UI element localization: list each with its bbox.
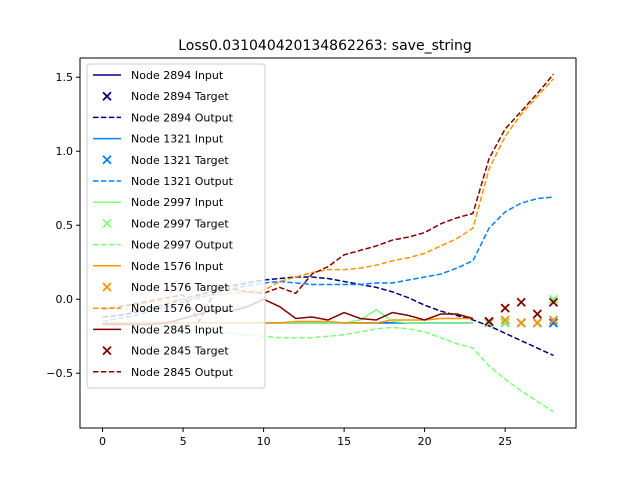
legend-label: Node 1321 Target — [131, 154, 229, 167]
node-2845-target-point — [532, 309, 542, 319]
target-marker-stroke — [500, 303, 510, 313]
x-tick-label: 25 — [498, 435, 512, 448]
target-marker-stroke — [532, 318, 542, 328]
legend-entry: Node 1321 Output — [93, 175, 234, 188]
axes-frame — [79, 57, 577, 429]
legend-label: Node 2845 Output — [131, 366, 234, 379]
target-marker-stroke — [548, 318, 559, 328]
x-tick-label: 15 — [337, 435, 351, 448]
legend-entry: Node 1576 Output — [93, 302, 234, 315]
target-marker-stroke — [102, 345, 112, 356]
legend-label: Node 1576 Input — [131, 260, 224, 273]
x-tick-label: 10 — [257, 435, 271, 448]
legend-entry: Node 2845 Output — [93, 366, 234, 379]
legend-entry: Node 2997 Input — [93, 196, 224, 209]
legend-label: Node 2997 Target — [131, 217, 229, 230]
node-1576-target-point — [500, 315, 510, 325]
target-marker-stroke — [102, 282, 112, 292]
legend-marker-cross — [102, 282, 112, 292]
legend-label: Node 1576 Target — [131, 281, 229, 294]
legend-entry: Node 2894 Target — [102, 90, 229, 103]
legend-label: Node 2997 Output — [131, 239, 234, 252]
legend-label: Node 1321 Input — [131, 133, 224, 146]
target-marker-stroke — [484, 318, 494, 328]
target-marker-stroke — [102, 218, 112, 229]
legend-marker-cross — [102, 345, 112, 356]
legend-label: Node 2845 Target — [131, 345, 229, 358]
node-2845-target-point — [548, 297, 559, 307]
node-1576-target-point — [516, 318, 526, 328]
legend-box — [86, 63, 266, 389]
legend-marker-cross — [102, 155, 112, 165]
y-tick-label: 0.0 — [56, 293, 74, 306]
y-tick-label: 1.0 — [56, 145, 74, 158]
target-marker-stroke — [484, 316, 494, 327]
legend: Node 2894 Input Node 2894 Target Node 2894… — [86, 63, 266, 389]
legend-entry: Node 1321 Input — [93, 133, 224, 146]
target-marker-stroke — [102, 155, 112, 165]
legend-label: Node 1576 Output — [131, 302, 234, 315]
node-1321-target-point — [548, 318, 559, 328]
chart-title: Loss0.031040420134862263: save_string — [178, 38, 472, 54]
legend-label: Node 2845 Input — [131, 323, 224, 336]
node-2845-target-point — [516, 297, 526, 307]
node-1321-output-line — [102, 196, 554, 323]
node-2894-output-line — [102, 276, 554, 357]
target-marker-stroke — [548, 315, 559, 325]
y-tick-label: 0.5 — [56, 219, 74, 232]
legend-label: Node 2894 Output — [131, 111, 234, 124]
target-marker-stroke — [102, 91, 112, 101]
target-marker-stroke — [532, 309, 542, 319]
legend-entry: Node 2894 Output — [93, 111, 234, 124]
legend-entry: Node 2997 Output — [93, 239, 234, 252]
target-marker-stroke — [500, 318, 510, 328]
legend-entry: Node 2997 Target — [102, 217, 229, 230]
legend-entry: Node 2845 Input — [93, 323, 224, 336]
node-1576-target-point — [532, 318, 542, 328]
legend-entry: Node 1576 Input — [93, 260, 224, 273]
target-marker-stroke — [516, 318, 526, 328]
legend-label: Node 2894 Target — [131, 90, 229, 103]
target-marker-stroke — [548, 297, 559, 307]
target-marker-stroke — [500, 315, 510, 325]
legend-marker-cross — [102, 91, 112, 101]
legend-entry: Node 1576 Target — [102, 281, 229, 294]
node-2845-target-point — [500, 303, 510, 313]
x-tick-label: 5 — [180, 435, 187, 448]
x-tick-label: 20 — [418, 435, 432, 448]
legend-marker-cross — [102, 218, 112, 229]
x-tick-label: 0 — [99, 435, 106, 448]
node-2997-target-point — [548, 294, 559, 304]
legend-entry: Node 1321 Target — [102, 154, 229, 167]
legend-entry: Node 2845 Target — [102, 345, 229, 358]
target-marker-stroke — [548, 294, 559, 304]
node-2845-target-point — [484, 316, 494, 327]
node-2997-target-point — [500, 318, 510, 328]
axes: 0 5 10 15 20 25 −0.5 0.0 0.5 1.0 1.5 — [46, 71, 512, 448]
legend-entry: Node 2894 Input — [93, 69, 224, 82]
legend-label: Node 2894 Input — [131, 69, 224, 82]
legend-label: Node 1321 Output — [131, 175, 234, 188]
legend-label: Node 2997 Input — [131, 196, 224, 209]
target-marker-stroke — [516, 297, 526, 307]
y-tick-label: 1.5 — [56, 71, 74, 84]
y-tick-label: −0.5 — [46, 367, 73, 380]
node-1576-target-point — [548, 315, 559, 325]
node-2997-target-point — [484, 318, 494, 328]
